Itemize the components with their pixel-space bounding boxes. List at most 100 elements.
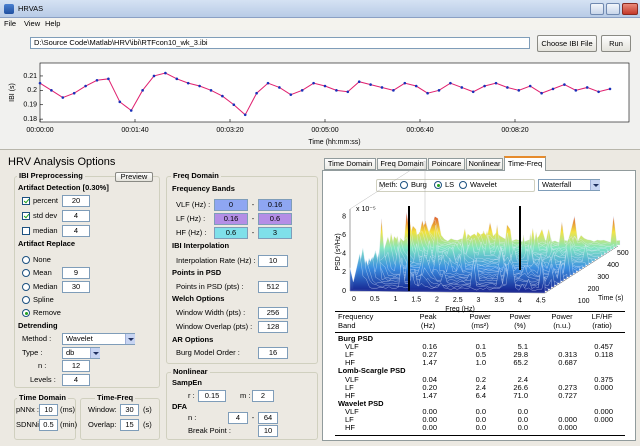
- file-path-field[interactable]: D:\Source Code\Matlab\HRV\ibi\RTFcon10_w…: [30, 37, 530, 49]
- number-field[interactable]: 4: [62, 374, 90, 386]
- number-field[interactable]: 4: [228, 412, 248, 424]
- run-button[interactable]: Run: [601, 35, 631, 52]
- table-header: (ratio): [592, 321, 612, 330]
- band-to-field[interactable]: 0.16: [258, 199, 292, 211]
- field-label: n :: [38, 361, 47, 370]
- radio-button[interactable]: [400, 181, 408, 189]
- table-cell: 0.27: [422, 350, 437, 360]
- choose-file-button[interactable]: Choose IBI File: [537, 35, 597, 52]
- window-control[interactable]: [606, 3, 620, 15]
- dropdown-arrow[interactable]: [125, 334, 135, 344]
- tab[interactable]: Time Domain: [324, 158, 376, 170]
- table-header: (Hz): [420, 321, 436, 330]
- number-field[interactable]: 512: [258, 281, 288, 293]
- number-field[interactable]: 128: [258, 321, 288, 333]
- freq-domain-group: [166, 176, 318, 364]
- section-title: AR Options: [172, 335, 214, 344]
- section-title: Welch Options: [172, 294, 225, 303]
- section-title: SampEn: [172, 378, 203, 387]
- table-cell: 0.118: [594, 350, 613, 360]
- number-field[interactable]: 15: [120, 419, 139, 431]
- table-cell: 65.2: [513, 358, 528, 368]
- number-field[interactable]: 2: [252, 390, 274, 402]
- tab[interactable]: Time-Freq: [504, 156, 546, 171]
- number-field[interactable]: 4: [62, 210, 90, 222]
- number-field[interactable]: 10: [258, 255, 288, 267]
- menu-item[interactable]: File: [4, 19, 17, 28]
- table-cell: 0.00: [422, 415, 437, 424]
- menu-item[interactable]: Help: [45, 19, 61, 28]
- number-field[interactable]: 0.5: [39, 419, 58, 431]
- unit-label: (ms): [60, 405, 75, 414]
- band-separator: -: [251, 228, 255, 237]
- checkbox[interactable]: [22, 197, 30, 205]
- tab[interactable]: Poincare: [428, 158, 465, 170]
- checkbox-label: std dev: [33, 211, 58, 220]
- dropdown-arrow[interactable]: [90, 348, 100, 358]
- radio-label: Remove: [33, 308, 61, 317]
- number-field[interactable]: 12: [62, 360, 90, 372]
- table-cell: 0.0: [475, 415, 486, 424]
- checkbox[interactable]: [22, 227, 30, 235]
- number-field[interactable]: 256: [258, 307, 288, 319]
- section-title: Points in PSD: [172, 268, 222, 277]
- number-field[interactable]: 9: [62, 267, 90, 279]
- nonlinear-group: [166, 372, 318, 440]
- check-mark: [23, 212, 30, 219]
- radio-button[interactable]: [22, 283, 30, 291]
- band-from-field[interactable]: 0.6: [214, 227, 248, 239]
- preprocessing-group: [14, 176, 160, 388]
- number-field[interactable]: 30: [62, 281, 90, 293]
- tab[interactable]: Freq Domain: [377, 158, 427, 170]
- title-bar: [0, 0, 640, 18]
- band-from-field[interactable]: 0.16: [214, 213, 248, 225]
- unit-label: (min): [60, 420, 78, 429]
- table-cell: 71.0: [513, 390, 528, 400]
- radio-button[interactable]: [459, 181, 467, 189]
- number-field[interactable]: 0.15: [198, 390, 226, 402]
- number-field[interactable]: 64: [258, 412, 278, 424]
- number-field[interactable]: 10: [258, 425, 278, 437]
- window-title: HRVAS: [18, 4, 44, 13]
- number-field[interactable]: 10: [39, 404, 58, 416]
- number-field[interactable]: 16: [258, 347, 288, 359]
- table-cell: 0.000: [594, 415, 613, 424]
- band-to-field[interactable]: 3: [258, 227, 292, 239]
- band-from-field[interactable]: 0: [214, 199, 248, 211]
- radio-button[interactable]: [434, 181, 442, 189]
- number-field[interactable]: 4: [62, 225, 90, 237]
- band-to-field[interactable]: 0.6: [258, 213, 292, 225]
- radio-label: None: [33, 255, 51, 264]
- radio-button[interactable]: [22, 296, 30, 304]
- preview-button[interactable]: Preview: [115, 172, 153, 182]
- table-cell: 0.16: [422, 342, 437, 352]
- table-header: Frequency: [338, 312, 374, 321]
- window-control[interactable]: [590, 3, 604, 15]
- method-label: Meth:: [379, 180, 398, 189]
- radio-button[interactable]: [22, 269, 30, 277]
- table-cell: 0.0: [475, 406, 486, 416]
- view-dropdown[interactable]: Waterfall: [538, 179, 600, 191]
- field-label: Burg Model Order :: [176, 348, 240, 357]
- tab[interactable]: Nonlinear: [466, 158, 503, 170]
- table-cell: 0.0: [475, 423, 486, 433]
- radio-button[interactable]: [22, 309, 30, 317]
- dropdown-arrow[interactable]: [590, 180, 600, 190]
- table-rule: [335, 435, 625, 436]
- dropdown[interactable]: db: [62, 347, 100, 359]
- table-cell: 2.4: [517, 374, 528, 384]
- dropdown[interactable]: Wavelet: [62, 333, 135, 345]
- number-field[interactable]: 30: [120, 404, 139, 416]
- number-field[interactable]: 20: [62, 195, 90, 207]
- window-close[interactable]: [622, 3, 638, 15]
- radio-label: Wavelet: [470, 180, 497, 189]
- radio-button[interactable]: [22, 256, 30, 264]
- menu-item[interactable]: View: [24, 19, 41, 28]
- checkbox[interactable]: [22, 212, 30, 220]
- field-label: Overlap:: [88, 420, 117, 429]
- band-label: HF (Hz) :: [176, 228, 207, 237]
- band-separator: -: [251, 214, 255, 223]
- check-mark: [23, 197, 30, 204]
- table-cell: 0.00: [422, 406, 437, 416]
- section-title: DFA: [172, 402, 187, 411]
